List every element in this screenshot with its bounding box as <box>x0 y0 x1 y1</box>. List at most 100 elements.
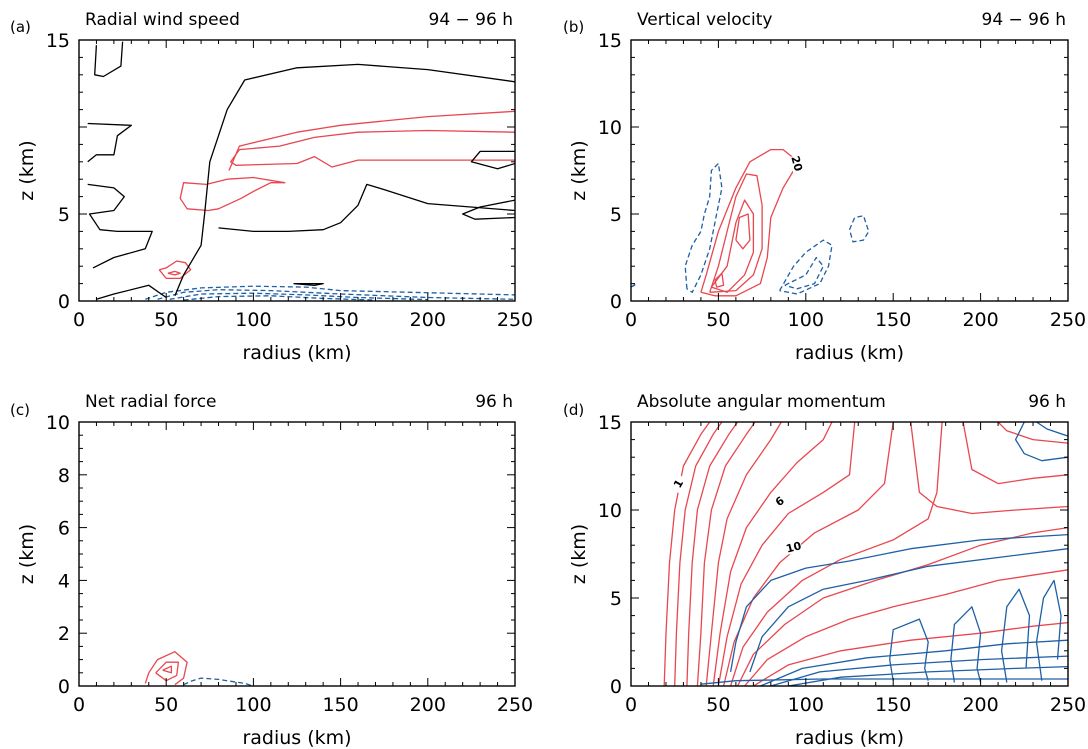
contour-negative-9 <box>631 282 637 288</box>
contour-negative-26 <box>1035 579 1062 681</box>
x-axis-label: radius (km) <box>242 342 351 364</box>
plot-frame <box>78 39 516 302</box>
contour-zero-11 <box>87 122 132 163</box>
contour-negative-5 <box>684 162 723 293</box>
y-tick-label: 5 <box>58 204 70 226</box>
contour-negative-7 <box>784 256 824 290</box>
x-tick-label: 250 <box>1050 694 1086 716</box>
contour-group <box>87 41 515 301</box>
contour-negative-23 <box>889 618 929 681</box>
contour-positive-0 <box>228 110 515 171</box>
y-tick-label: 0 <box>610 676 622 698</box>
y-tick-label: 15 <box>598 412 622 434</box>
contour-negative-6 <box>779 239 833 295</box>
contour-zero-16 <box>462 199 515 220</box>
x-tick-label: 50 <box>154 694 178 716</box>
x-tick-label: 250 <box>497 694 533 716</box>
y-tick-label: 0 <box>58 676 70 698</box>
x-tick-label: 200 <box>410 694 446 716</box>
contour-positive-1 <box>155 661 180 682</box>
contour-positive-3 <box>696 422 756 686</box>
panel-letter: (c) <box>10 401 30 419</box>
x-tick-label: 250 <box>1050 309 1086 331</box>
contour-negative-7 <box>169 292 428 301</box>
panel-time: 96 h <box>475 392 513 412</box>
contour-negative-8 <box>848 215 870 243</box>
plot-frame <box>630 39 1069 302</box>
contour-positive-3 <box>735 213 751 250</box>
x-tick-label: 100 <box>788 309 824 331</box>
contour-positive-0 <box>663 422 711 686</box>
y-tick-label: 6 <box>58 518 70 540</box>
contour-positive-2 <box>686 422 739 686</box>
contour-positive-0 <box>144 651 188 686</box>
y-axis-label: z (km) <box>16 524 38 584</box>
contour-group <box>631 148 870 297</box>
panel-time: 94 − 96 h <box>982 10 1067 30</box>
x-tick-label: 100 <box>788 694 824 716</box>
y-tick-label: 0 <box>610 291 622 313</box>
contour-positive-1 <box>709 173 763 293</box>
y-tick-label: 4 <box>58 570 70 592</box>
contour-positive-4 <box>705 422 782 686</box>
panel-title: Radial wind speed <box>85 10 240 30</box>
contour-positive-4 <box>167 270 181 276</box>
contour-negative-3 <box>183 677 254 686</box>
contour-negative-16 <box>770 655 1068 686</box>
y-tick-label: 5 <box>610 588 622 610</box>
contour-positive-11 <box>753 621 1068 686</box>
contour-positive-12 <box>997 422 1068 444</box>
contour-positive-9 <box>737 526 1068 686</box>
contour-positive-14 <box>910 422 1068 515</box>
y-tick-label: 0 <box>58 291 70 313</box>
contour-group <box>144 651 254 686</box>
y-tick-label: 10 <box>598 117 622 139</box>
contour-positive-2 <box>710 199 755 293</box>
panel-time: 94 − 96 h <box>429 10 514 30</box>
contour-zero-9 <box>94 41 124 78</box>
plot-frame <box>630 421 1069 687</box>
y-axis-label: z (km) <box>568 524 590 584</box>
contour-positive-4 <box>714 272 725 288</box>
x-tick-label: 50 <box>706 694 730 716</box>
x-tick-label: 200 <box>410 309 446 331</box>
contour-negative-5 <box>145 285 515 300</box>
contour-label-bg <box>668 473 688 494</box>
x-axis-label: radius (km) <box>242 727 351 749</box>
contour-positive-3 <box>158 260 192 280</box>
contour-negative-24 <box>950 606 982 683</box>
x-tick-label: 150 <box>875 694 911 716</box>
panel-a: 0 50 100 150 200 250 0 5 15 radius (km) z (km) (a) R… <box>10 10 533 364</box>
x-tick-label: 50 <box>154 309 178 331</box>
contour-negative-25 <box>1000 588 1031 683</box>
x-tick-label: 150 <box>322 309 358 331</box>
y-tick-label: 10 <box>598 500 622 522</box>
contour-negative-6 <box>157 289 515 300</box>
contour-positive-5 <box>712 422 833 686</box>
y-tick-label: 8 <box>58 465 70 487</box>
contour-zero-17 <box>293 282 324 286</box>
contour-positive-8 <box>729 422 943 686</box>
panel-title: Vertical velocity <box>637 10 772 30</box>
contour-zero-13 <box>96 284 167 300</box>
contour-positive-1 <box>230 129 515 168</box>
x-tick-label: 0 <box>625 694 637 716</box>
x-tick-label: 150 <box>875 309 911 331</box>
x-tick-label: 0 <box>625 309 637 331</box>
panel-letter: (a) <box>10 18 31 36</box>
contour-negative-18 <box>700 678 1068 685</box>
contour-label: 20 <box>788 155 805 173</box>
contour-label-bg <box>789 154 806 173</box>
contour-negative-22 <box>1014 422 1068 462</box>
contour-label-bg <box>769 490 790 511</box>
y-tick-label: 15 <box>46 30 70 52</box>
x-tick-label: 200 <box>962 694 998 716</box>
contour-negative-19 <box>729 533 1068 673</box>
contour-positive-2 <box>162 665 173 674</box>
x-tick-label: 150 <box>322 694 358 716</box>
x-tick-label: 100 <box>235 694 271 716</box>
y-tick-label: 15 <box>598 30 622 52</box>
